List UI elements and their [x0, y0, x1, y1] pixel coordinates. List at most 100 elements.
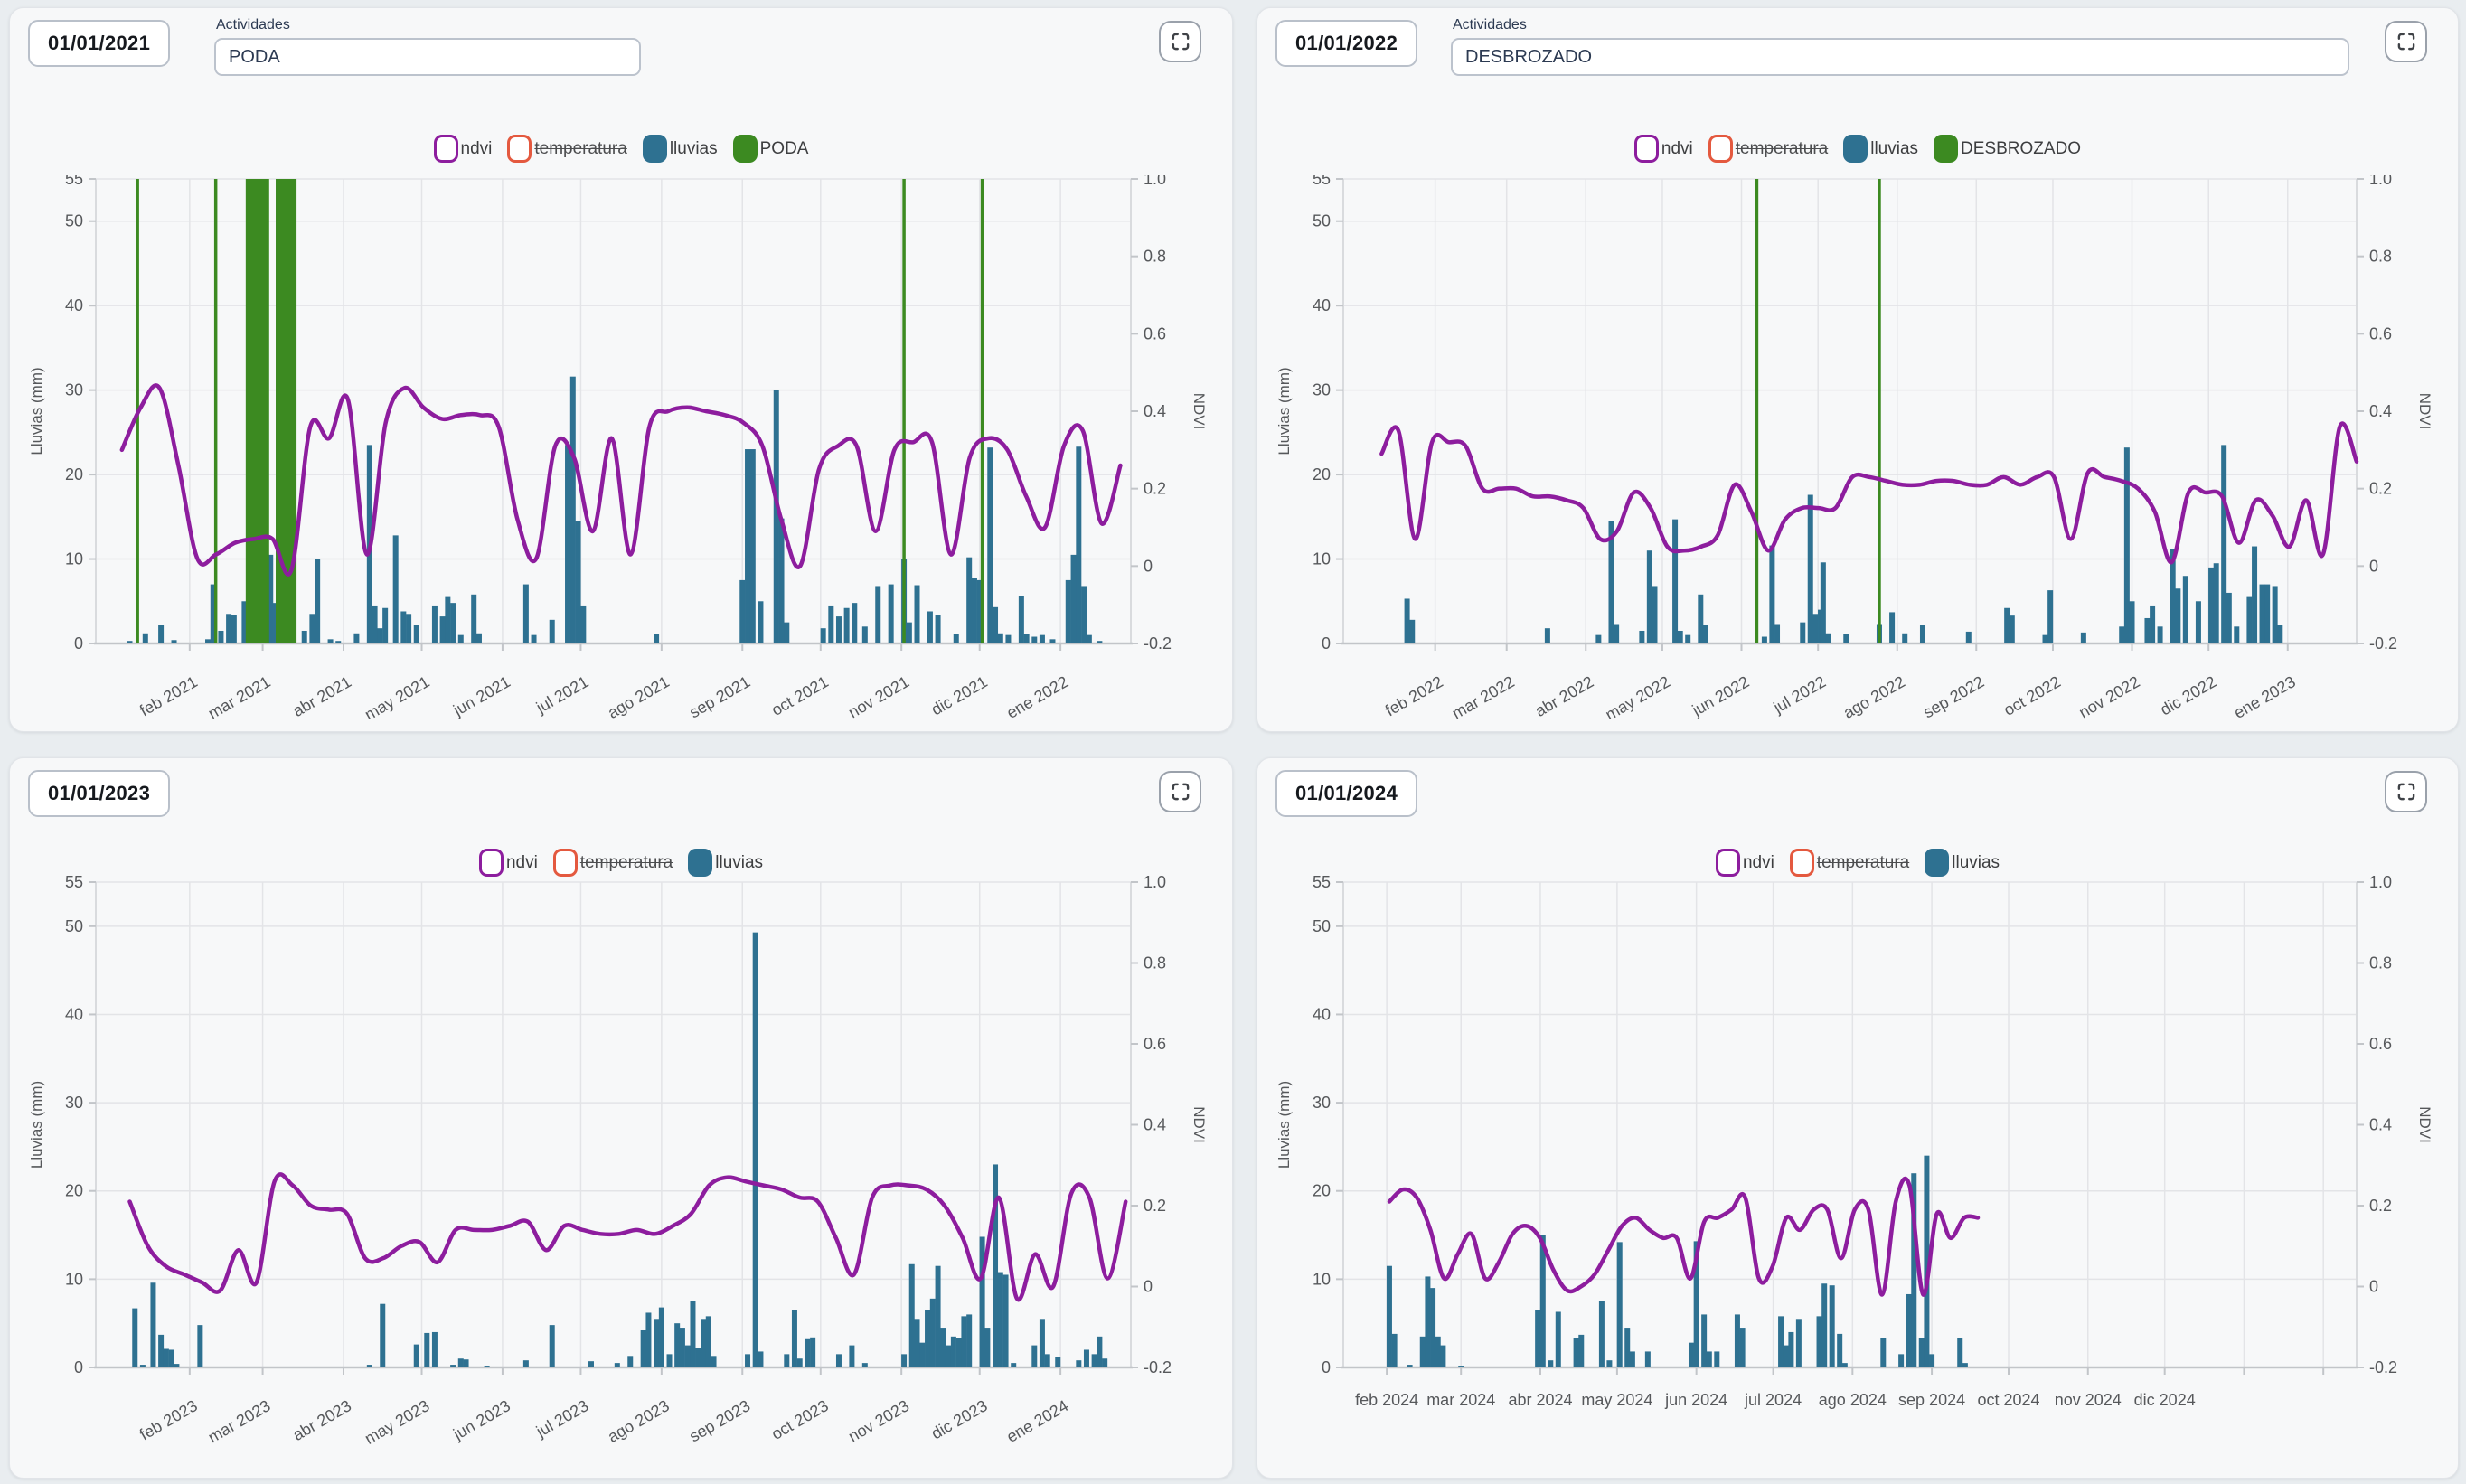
legend-item-temperatura[interactable]: temperatura — [552, 849, 673, 877]
fullscreen-icon — [1172, 33, 1189, 51]
lluvias-bars — [1386, 1155, 1968, 1367]
svg-text:50: 50 — [1313, 917, 1331, 935]
svg-text:0.6: 0.6 — [2369, 324, 2392, 343]
legend-label: temperatura — [1816, 852, 1910, 872]
svg-text:nov 2021: nov 2021 — [845, 672, 912, 719]
grid — [1341, 881, 2358, 1369]
date-badge[interactable]: 01/01/2021 — [28, 20, 171, 67]
svg-text:-0.2: -0.2 — [2369, 634, 2397, 653]
ndvi-line — [1379, 421, 2359, 565]
svg-text:feb 2022: feb 2022 — [1382, 672, 1446, 719]
legend-swatch-lluvias — [1925, 849, 1950, 877]
svg-text:ago 2024: ago 2024 — [1819, 1391, 1887, 1409]
legend-swatch-temperatura — [552, 849, 578, 877]
chart-legend: ndvi temperatura lluvias PODA — [10, 135, 1232, 163]
legend-swatch-DESBROZADO — [1934, 135, 1959, 163]
legend-item-lluvias[interactable]: lluvias — [1925, 849, 2000, 877]
legend-item-ndvi[interactable]: ndvi — [1715, 849, 1774, 877]
svg-text:30: 30 — [1313, 1094, 1331, 1112]
svg-text:oct 2024: oct 2024 — [1977, 1391, 2039, 1409]
svg-text:ene 2022: ene 2022 — [1003, 672, 1071, 719]
svg-text:-0.2: -0.2 — [1144, 634, 1172, 653]
svg-text:oct 2021: oct 2021 — [768, 672, 832, 719]
left-axis-title: Lluvias (mm) — [1275, 1081, 1293, 1169]
ndvi-line — [127, 1172, 1128, 1302]
svg-text:0.8: 0.8 — [1144, 954, 1166, 972]
actividades-input[interactable] — [214, 38, 641, 76]
legend-item-ndvi[interactable]: ndvi — [433, 135, 492, 163]
svg-text:feb 2024: feb 2024 — [1355, 1391, 1418, 1409]
legend-item-temperatura[interactable]: temperatura — [507, 135, 627, 163]
panel-2022: 01/01/2022 Actividades ndvi temperatura ll… — [1257, 7, 2459, 732]
svg-text:40: 40 — [1313, 296, 1331, 315]
actividades-input[interactable] — [1451, 38, 2349, 76]
svg-text:20: 20 — [65, 465, 83, 484]
svg-text:may 2021: may 2021 — [362, 672, 432, 719]
svg-text:ago 2023: ago 2023 — [605, 1396, 673, 1446]
date-badge[interactable]: 01/01/2022 — [1275, 20, 1418, 67]
svg-text:0.2: 0.2 — [1144, 1197, 1166, 1215]
svg-text:may 2023: may 2023 — [362, 1396, 432, 1448]
actividades-label: Actividades — [216, 17, 290, 33]
ndvi-line — [119, 383, 1123, 577]
svg-text:nov 2023: nov 2023 — [845, 1396, 912, 1445]
svg-text:50: 50 — [1313, 212, 1331, 230]
svg-text:1.0: 1.0 — [1144, 876, 1166, 891]
legend-label: DESBROZADO — [1961, 138, 2082, 158]
right-axis-title: NDVI — [1191, 1106, 1208, 1143]
svg-text:20: 20 — [1313, 1182, 1331, 1200]
chart-2023[interactable]: 0 10 20 30 40 50 55 -0.2 0 0.2 0.4 0.6 0.8 1.0 feb 202… — [10, 876, 1232, 1468]
svg-text:feb 2023: feb 2023 — [136, 1396, 201, 1443]
chart-2024[interactable]: 0 10 20 30 40 50 55 -0.2 0 0.2 0.4 0.6 0.8 1.0 feb 202… — [1257, 876, 2458, 1468]
svg-text:0.8: 0.8 — [2369, 954, 2392, 972]
legend-item-temperatura[interactable]: temperatura — [1708, 135, 1828, 163]
legend-label: lluvias — [715, 852, 764, 872]
legend-item-lluvias[interactable]: lluvias — [1843, 135, 1918, 163]
svg-text:abr 2024: abr 2024 — [1508, 1391, 1572, 1409]
fullscreen-button[interactable] — [1159, 21, 1201, 62]
date-badge[interactable]: 01/01/2023 — [28, 770, 171, 817]
date-badge[interactable]: 01/01/2024 — [1275, 770, 1418, 817]
chart-legend: ndvi temperatura lluvias — [10, 849, 1232, 877]
svg-text:0.4: 0.4 — [2369, 1116, 2392, 1134]
svg-text:0: 0 — [1322, 634, 1331, 653]
svg-text:0: 0 — [1322, 1358, 1331, 1376]
legend-item-ndvi[interactable]: ndvi — [1633, 135, 1693, 163]
legend-item-lluvias[interactable]: lluvias — [688, 849, 763, 877]
fullscreen-icon — [2397, 33, 2414, 51]
legend-label: lluvias — [1952, 852, 2000, 872]
svg-text:10: 10 — [65, 550, 83, 568]
left-axis-title: Lluvias (mm) — [28, 367, 45, 455]
svg-text:dic 2022: dic 2022 — [2157, 672, 2219, 719]
svg-text:55: 55 — [65, 876, 83, 891]
svg-text:jul 2023: jul 2023 — [532, 1396, 591, 1441]
fullscreen-button[interactable] — [1159, 771, 1201, 812]
legend-item-temperatura[interactable]: temperatura — [1789, 849, 1910, 877]
svg-text:0.2: 0.2 — [1144, 480, 1166, 498]
legend-item-lluvias[interactable]: lluvias — [642, 135, 718, 163]
svg-text:jul 2022: jul 2022 — [1770, 672, 1829, 717]
svg-text:0.6: 0.6 — [1144, 324, 1166, 343]
svg-text:may 2024: may 2024 — [1581, 1391, 1652, 1409]
fullscreen-icon — [1172, 783, 1189, 801]
fullscreen-button[interactable] — [2385, 771, 2427, 812]
legend-item-DESBROZADO[interactable]: DESBROZADO — [1934, 135, 2081, 163]
legend-swatch-ndvi — [1633, 135, 1659, 163]
legend-item-ndvi[interactable]: ndvi — [478, 849, 538, 877]
fullscreen-button[interactable] — [2385, 21, 2427, 62]
svg-text:abr 2023: abr 2023 — [289, 1396, 354, 1444]
legend-swatch-temperatura — [507, 135, 532, 163]
svg-text:oct 2023: oct 2023 — [768, 1396, 832, 1443]
chart-2022[interactable]: 0 10 20 30 40 50 55 -0.2 0 0.2 0.4 0.6 0.8 1.0 feb 202… — [1257, 175, 2458, 719]
svg-text:ago 2021: ago 2021 — [605, 672, 673, 719]
legend-label: lluvias — [1870, 138, 1919, 158]
chart-2021[interactable]: 0 10 20 30 40 50 55 -0.2 0 0.2 0.4 0.6 0.8 1.0 feb 202… — [10, 175, 1232, 719]
legend-swatch-lluvias — [688, 849, 713, 877]
legend-swatch-PODA — [732, 135, 758, 163]
svg-text:55: 55 — [65, 175, 83, 188]
legend-item-PODA[interactable]: PODA — [732, 135, 808, 163]
panel-2024: 01/01/2024 ndvi temperatura lluvias 0 10 20 3… — [1257, 757, 2459, 1479]
svg-text:0: 0 — [74, 634, 83, 653]
legend-label: ndvi — [1742, 852, 1774, 872]
